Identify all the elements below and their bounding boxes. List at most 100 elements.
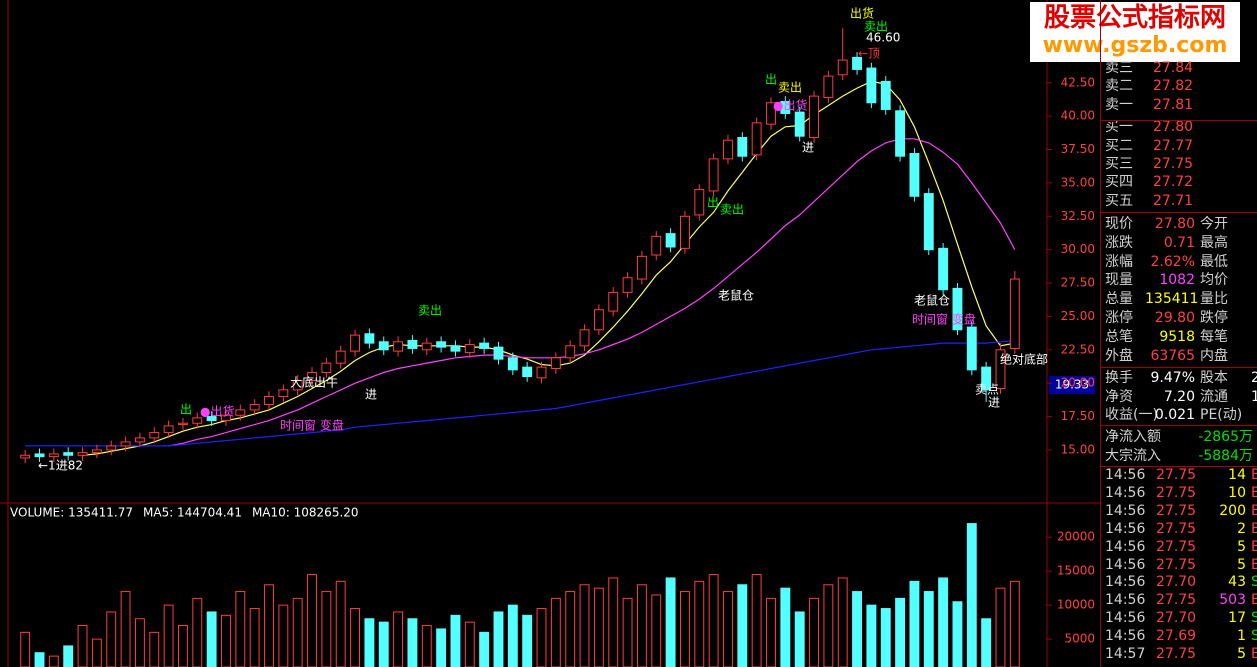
- volume-bar: [335, 580, 346, 667]
- trade-time: 14:56: [1105, 502, 1146, 519]
- separator: [1101, 425, 1257, 426]
- trade-time: 14:56: [1105, 538, 1146, 555]
- candle-body: [536, 366, 547, 379]
- candle-body: [895, 110, 906, 157]
- candle-body: [77, 452, 88, 456]
- candle-body: [91, 449, 102, 454]
- volume-bar: [91, 638, 102, 667]
- book-price: 27.71: [1153, 192, 1194, 209]
- trade-price: 27.75: [1156, 592, 1197, 609]
- trade-volume: 5: [1237, 646, 1246, 662]
- candle-body: [221, 414, 231, 422]
- quote-panel: 卖三 27.84 卖二 27.82 卖一 27.81 买一 27.80 买二 27.77 买三 27.…: [1100, 0, 1257, 667]
- volume-bar: [493, 611, 504, 667]
- stat-value: 0.71: [1163, 234, 1195, 251]
- y-tick-label: 35.00: [1061, 175, 1095, 189]
- volume-bar: [679, 591, 690, 667]
- candle-body: [636, 255, 647, 280]
- book-price: 27.77: [1153, 137, 1194, 154]
- trade-price: 27.75: [1156, 520, 1197, 537]
- candle-body: [565, 345, 576, 359]
- y-tick-label: 5000: [1064, 632, 1095, 646]
- volume-bar: [249, 608, 260, 667]
- candle-body: [464, 343, 475, 353]
- candle-body: [694, 189, 705, 216]
- ma-line: [82, 80, 1015, 456]
- trade-price: 27.75: [1156, 556, 1197, 573]
- chart: 19.33 15.00 17.50 20.00 22.50 25.00 27.50 30.0…: [0, 0, 1100, 667]
- candle-body: [593, 309, 604, 331]
- volume-bar: [895, 597, 906, 667]
- volume-bar: [450, 614, 461, 667]
- y-tick-label: 20.00: [1061, 376, 1095, 390]
- separator: [1101, 120, 1257, 121]
- volume-bar: [421, 625, 432, 667]
- y-tick-label: 17.50: [1061, 409, 1095, 423]
- trade-side: B: [1251, 556, 1257, 573]
- volume-bar: [565, 591, 576, 667]
- annotation: 绝对底部: [1000, 352, 1048, 367]
- fund-value: 2: [1251, 370, 1257, 386]
- volume-bar: [350, 608, 361, 667]
- stat-label: 最低: [1200, 253, 1228, 270]
- candle-body: [966, 326, 977, 371]
- book-price: 27.82: [1153, 78, 1194, 95]
- volume-bar: [823, 584, 834, 667]
- candle-body: [780, 100, 791, 114]
- y-tick-label: 25.00: [1061, 309, 1095, 323]
- book-label: 买一: [1105, 119, 1133, 136]
- stat-label: 涨停: [1105, 310, 1133, 326]
- stat-label: 内盘: [1200, 347, 1228, 364]
- volume-bar: [479, 631, 490, 667]
- watermark-title: 股票公式指标网: [1043, 3, 1226, 33]
- stat-label: 现价: [1105, 216, 1133, 232]
- volume-bar: [378, 621, 389, 667]
- candle-body: [622, 277, 633, 293]
- annotation: 卖出: [778, 81, 802, 95]
- candle-body: [1009, 278, 1020, 349]
- candle-body: [852, 56, 863, 70]
- candle-body: [450, 345, 461, 352]
- volume-bar: [809, 597, 819, 667]
- candle-body: [335, 350, 346, 364]
- ma-line: [25, 339, 1015, 447]
- volume-bar: [966, 523, 977, 667]
- candle-body: [493, 346, 504, 360]
- volume-bar: [321, 591, 332, 667]
- trade-volume: 200: [1219, 502, 1246, 519]
- stat-value: 9518: [1159, 328, 1195, 345]
- stat-label: 总笔: [1105, 328, 1133, 345]
- trade-side: B: [1251, 467, 1257, 483]
- candle-body: [350, 334, 361, 352]
- stat-value: 135411: [1145, 291, 1199, 308]
- stat-label: 现量: [1105, 272, 1133, 289]
- fund-label: 净资: [1105, 388, 1133, 405]
- volume-bar: [952, 601, 963, 667]
- volume-bar: [393, 611, 404, 667]
- stat-label: 每笔: [1200, 328, 1228, 345]
- volume-bar: [134, 618, 145, 667]
- book-label: 卖一: [1105, 96, 1133, 113]
- y-tick-label: 42.50: [1061, 75, 1095, 89]
- trade-price: 27.75: [1156, 467, 1197, 483]
- candle-body: [866, 67, 877, 104]
- stat-label: 外盘: [1105, 347, 1133, 364]
- annotation: 时间窗 变盘: [280, 418, 344, 433]
- candle-body: [292, 380, 303, 391]
- trade-time: 14:56: [1105, 574, 1146, 591]
- book-price: 27.81: [1153, 96, 1194, 113]
- annotation: ←顶: [858, 47, 880, 61]
- candle-body: [766, 102, 776, 125]
- candle-body: [421, 342, 432, 351]
- candle-body: [307, 371, 317, 382]
- y-tick-label: 27.50: [1061, 276, 1095, 290]
- volume-bar: [780, 587, 791, 667]
- fund-value: 0.021: [1154, 407, 1195, 423]
- stat-value: 27.80: [1154, 216, 1195, 232]
- stat-value: 2.62%: [1150, 253, 1195, 270]
- candle-body: [120, 441, 131, 447]
- annotation: ●出货: [200, 404, 234, 419]
- trade-volume: 503: [1219, 592, 1246, 609]
- stat-label: 今开: [1200, 216, 1228, 232]
- trade-volume: 2: [1237, 520, 1246, 537]
